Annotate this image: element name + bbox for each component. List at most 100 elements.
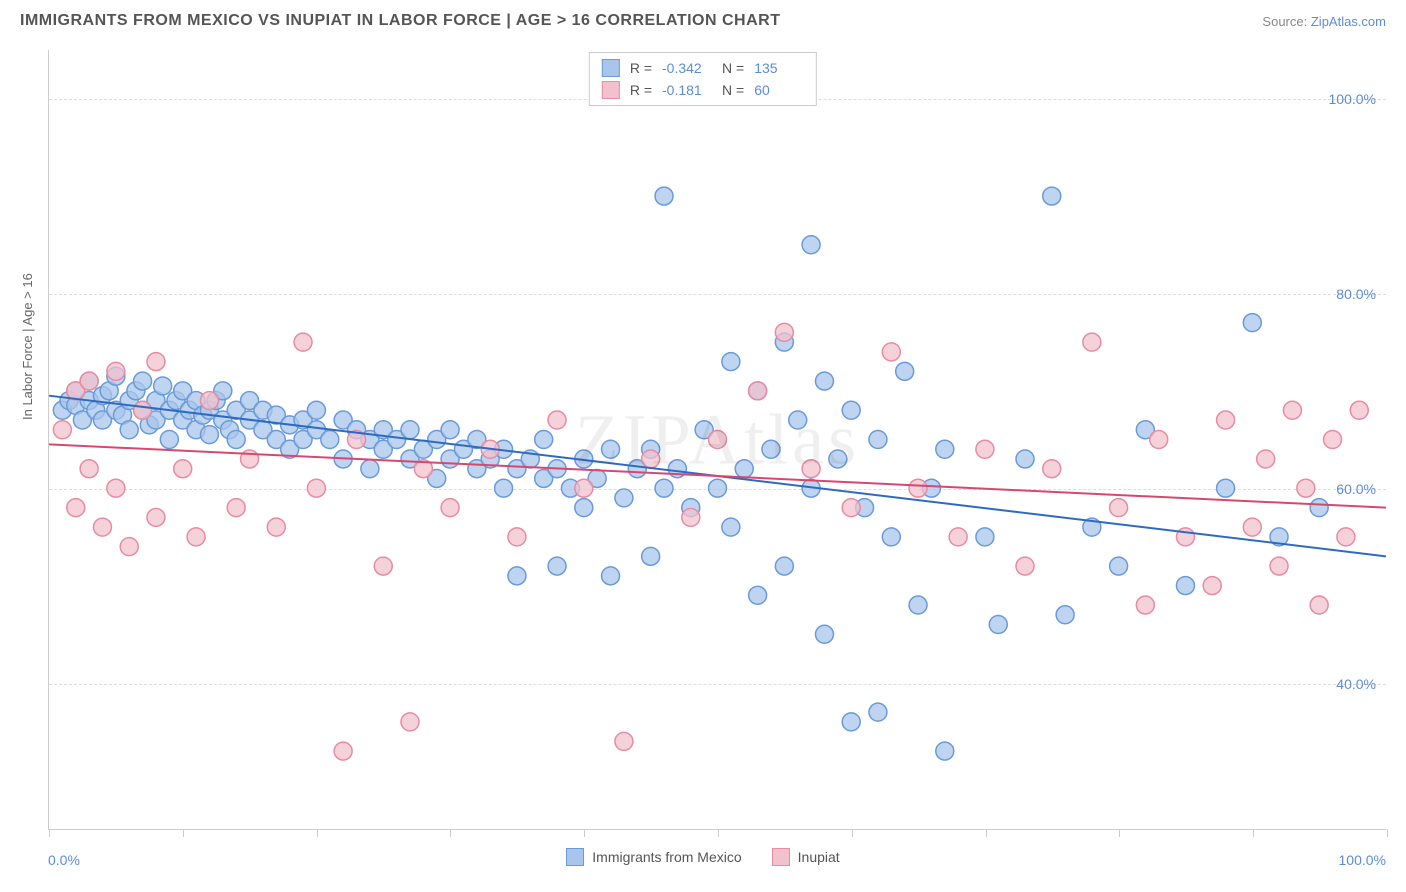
scatter-point [361, 460, 379, 478]
scatter-point [307, 479, 325, 497]
scatter-point [869, 703, 887, 721]
stats-swatch-1 [602, 59, 620, 77]
scatter-point [989, 616, 1007, 634]
scatter-point [1310, 499, 1328, 517]
scatter-point [1176, 577, 1194, 595]
scatter-point [1243, 518, 1261, 536]
scatter-point [869, 431, 887, 449]
scatter-point [374, 557, 392, 575]
scatter-point [174, 460, 192, 478]
scatter-point [709, 431, 727, 449]
scatter-point [160, 431, 178, 449]
scatter-point [815, 372, 833, 390]
scatter-point [227, 499, 245, 517]
scatter-point [829, 450, 847, 468]
stats-r-label-1: R = [630, 60, 652, 76]
stats-row-series1: R = -0.342 N = 135 [602, 57, 804, 79]
x-tick [1253, 829, 1254, 837]
scatter-point [789, 411, 807, 429]
scatter-point [1043, 187, 1061, 205]
scatter-point [1083, 333, 1101, 351]
scatter-point [1110, 499, 1128, 517]
scatter-point [1350, 401, 1368, 419]
scatter-point [1297, 479, 1315, 497]
scatter-point [775, 323, 793, 341]
scatter-point [93, 518, 111, 536]
scatter-point [802, 236, 820, 254]
x-tick [852, 829, 853, 837]
chart-header: IMMIGRANTS FROM MEXICO VS INUPIAT IN LAB… [0, 0, 1406, 38]
scatter-point [67, 499, 85, 517]
scatter-point [602, 440, 620, 458]
scatter-point [615, 732, 633, 750]
scatter-point [200, 392, 218, 410]
source-link[interactable]: ZipAtlas.com [1311, 14, 1386, 29]
scatter-point [976, 528, 994, 546]
scatter-point [842, 499, 860, 517]
scatter-point [134, 372, 152, 390]
scatter-point [321, 431, 339, 449]
scatter-point [53, 421, 71, 439]
scatter-point [80, 372, 98, 390]
scatter-point [896, 362, 914, 380]
scatter-point [147, 508, 165, 526]
scatter-point [842, 713, 860, 731]
source-label: Source: [1262, 14, 1307, 29]
scatter-point [307, 401, 325, 419]
scatter-point [1043, 460, 1061, 478]
scatter-point [1056, 606, 1074, 624]
scatter-point [508, 528, 526, 546]
scatter-point [548, 557, 566, 575]
legend-label-2: Inupiat [798, 849, 840, 865]
scatter-point [1324, 431, 1342, 449]
scatter-point [775, 557, 793, 575]
stats-n-value-1: 135 [754, 60, 804, 76]
legend-label-1: Immigrants from Mexico [592, 849, 741, 865]
scatter-point [949, 528, 967, 546]
legend-item-series1: Immigrants from Mexico [566, 848, 741, 866]
scatter-point [294, 333, 312, 351]
source-attribution: Source: ZipAtlas.com [1262, 14, 1386, 29]
stats-n-value-2: 60 [754, 82, 804, 98]
scatter-point [1243, 314, 1261, 332]
x-tick [584, 829, 585, 837]
x-tick [1119, 829, 1120, 837]
scatter-point [909, 596, 927, 614]
x-tick [1387, 829, 1388, 837]
scatter-point [1150, 431, 1168, 449]
scatter-point [722, 518, 740, 536]
scatter-point [642, 450, 660, 468]
scatter-point [936, 440, 954, 458]
scatter-point [107, 362, 125, 380]
scatter-point [134, 401, 152, 419]
scatter-point [147, 353, 165, 371]
x-tick [450, 829, 451, 837]
stats-swatch-2 [602, 81, 620, 99]
scatter-point [749, 382, 767, 400]
scatter-point [1203, 577, 1221, 595]
scatter-point [401, 421, 419, 439]
stats-n-label-1: N = [722, 60, 744, 76]
scatter-point [1136, 596, 1154, 614]
stats-r-label-2: R = [630, 82, 652, 98]
scatter-point [602, 567, 620, 585]
x-tick [986, 829, 987, 837]
scatter-point [1217, 411, 1235, 429]
scatter-point [548, 411, 566, 429]
scatter-point [200, 426, 218, 444]
stats-r-value-1: -0.342 [662, 60, 712, 76]
scatter-point [80, 460, 98, 478]
x-tick [718, 829, 719, 837]
scatter-point [1257, 450, 1275, 468]
scatter-point [120, 538, 138, 556]
scatter-point [187, 528, 205, 546]
x-tick [49, 829, 50, 837]
scatter-point [655, 479, 673, 497]
scatter-point [709, 479, 727, 497]
scatter-point [1337, 528, 1355, 546]
scatter-point [642, 547, 660, 565]
scatter-point [842, 401, 860, 419]
scatter-point [802, 460, 820, 478]
scatter-point [575, 479, 593, 497]
regression-line [49, 444, 1386, 507]
